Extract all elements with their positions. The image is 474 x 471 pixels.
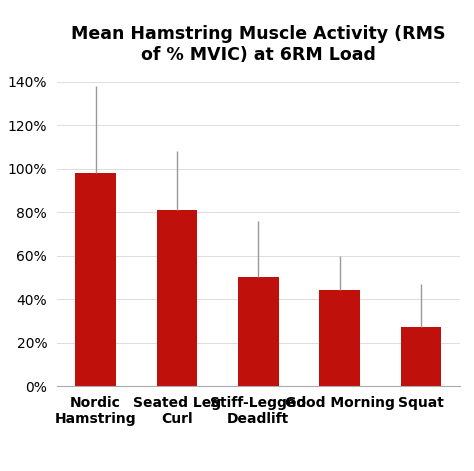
Bar	[75, 173, 116, 386]
Bar	[319, 291, 360, 386]
Title: Mean Hamstring Muscle Activity (RMS
of % MVIC) at 6RM Load: Mean Hamstring Muscle Activity (RMS of %…	[71, 25, 446, 64]
Bar	[156, 210, 197, 386]
Bar	[401, 327, 441, 386]
Bar	[238, 277, 279, 386]
